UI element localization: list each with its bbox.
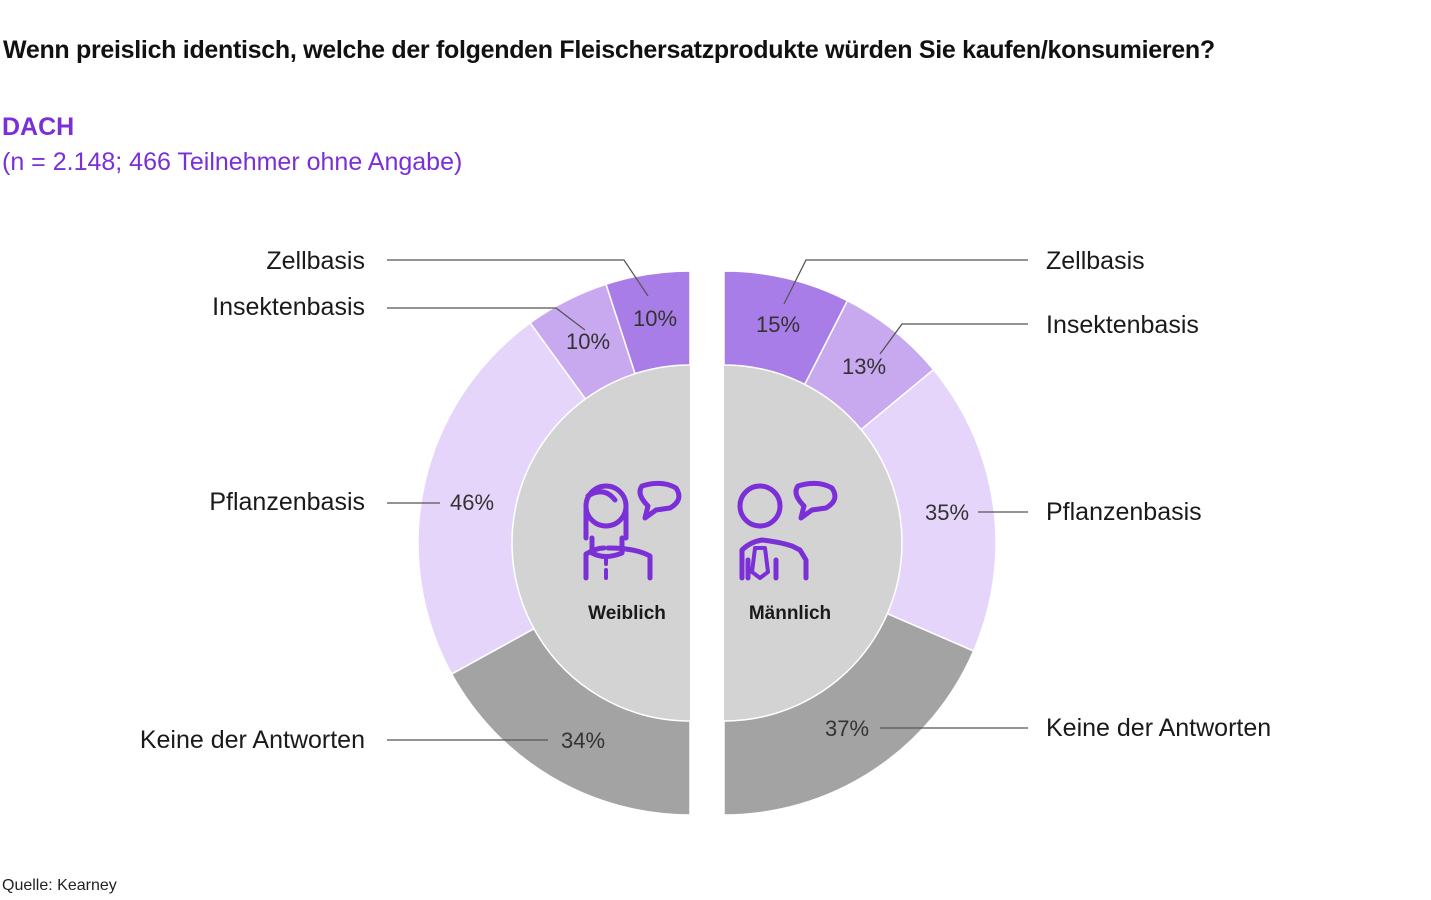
center-label-weiblich: Weiblich <box>588 603 666 624</box>
value-label-weiblich-keine-der-antworten: 34% <box>561 728 605 753</box>
leader-line-maennlich-zellbasis <box>783 259 1028 305</box>
value-label-weiblich-insektenbasis: 10% <box>566 329 610 354</box>
chart-title: Wenn preislich identisch, welche der fol… <box>3 36 1215 64</box>
slice-weiblich-keine-der-antworten <box>450 627 691 816</box>
sample-note: (n = 2.148; 466 Teilnehmer ohne Angabe) <box>2 148 463 176</box>
category-label-weiblich-keine-der-antworten: Keine der Antworten <box>140 726 365 754</box>
value-label-weiblich-zellbasis: 10% <box>633 306 677 331</box>
category-label-maennlich-pflanzenbasis: Pflanzenbasis <box>1046 498 1202 526</box>
value-label-maennlich-pflanzenbasis: 35% <box>925 500 969 525</box>
value-label-maennlich-keine-der-antworten: 37% <box>825 716 869 741</box>
category-label-maennlich-zellbasis: Zellbasis <box>1046 247 1145 275</box>
value-label-weiblich-pflanzenbasis: 46% <box>450 490 494 515</box>
center-disc-weiblich <box>512 365 690 721</box>
value-label-maennlich-zellbasis: 15% <box>756 312 800 337</box>
leader-line-weiblich-insektenbasis <box>387 307 586 331</box>
region-label: DACH <box>2 113 75 141</box>
category-label-weiblich-pflanzenbasis: Pflanzenbasis <box>209 488 365 516</box>
leader-line-weiblich-zellbasis <box>387 259 649 297</box>
category-label-weiblich-insektenbasis: Insektenbasis <box>212 293 365 321</box>
center-label-maennlich: Männlich <box>749 603 831 624</box>
leader-line-maennlich-insektenbasis <box>879 323 1028 355</box>
category-label-maennlich-insektenbasis: Insektenbasis <box>1046 311 1199 339</box>
donut-weiblich: 10% Zellbasis 10% Insektenbasis 46% Pflanzenb… <box>140 247 691 816</box>
male-person-speech-icon <box>737 480 838 581</box>
slice-weiblich-pflanzenbasis <box>417 321 587 676</box>
center-disc-maennlich <box>724 365 902 721</box>
slice-maennlich-keine-der-antworten <box>723 612 975 816</box>
donut-maennlich: 15% Zellbasis 13% Insektenbasis 35% Pflanzenb… <box>723 247 1271 816</box>
category-label-maennlich-keine-der-antworten: Keine der Antworten <box>1046 714 1271 742</box>
value-label-maennlich-insektenbasis: 13% <box>842 354 886 379</box>
female-person-speech-icon <box>583 480 682 581</box>
source-note: Quelle: Kearney <box>2 877 117 894</box>
category-label-weiblich-zellbasis: Zellbasis <box>266 247 365 275</box>
